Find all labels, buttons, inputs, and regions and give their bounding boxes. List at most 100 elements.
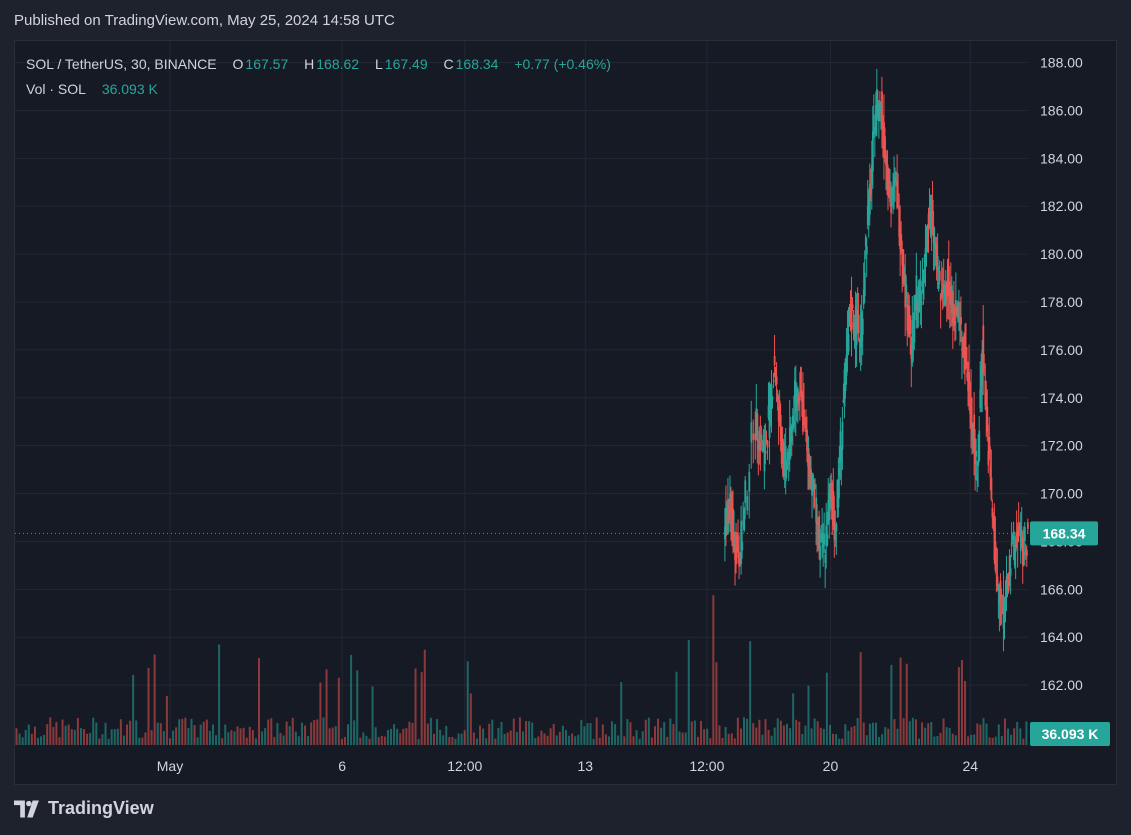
volume-bar <box>162 731 165 745</box>
volume-bar <box>347 724 350 745</box>
volume-bar <box>469 693 472 745</box>
volume-bar <box>288 726 291 745</box>
volume-bar <box>383 736 386 745</box>
volume-bar <box>297 736 300 745</box>
candle-body <box>855 312 858 346</box>
candle-body <box>955 300 957 316</box>
price-badge-label: 168.34 <box>1043 525 1086 541</box>
candle-body <box>869 187 872 195</box>
volume-bar <box>543 733 546 745</box>
candle-body <box>900 234 903 253</box>
candle-body <box>911 320 914 364</box>
candle-body <box>995 573 998 576</box>
candle-body <box>925 229 928 246</box>
x-tick-label: 6 <box>338 758 346 774</box>
low-label: L <box>374 56 383 72</box>
candle-body <box>870 165 873 186</box>
high-value: 168.62 <box>316 56 360 72</box>
volume-bar <box>254 738 257 745</box>
candle-body <box>960 317 962 325</box>
volume-bar <box>528 721 531 745</box>
candle-body <box>818 516 821 548</box>
x-tick-label: 20 <box>823 758 839 774</box>
chart-area[interactable] <box>14 40 1117 785</box>
candle-body <box>858 339 861 343</box>
volume-bar <box>168 738 171 745</box>
candle-body <box>840 446 843 462</box>
candle-body <box>990 477 993 500</box>
candle-body <box>994 541 997 571</box>
volume-bar <box>822 728 825 745</box>
volume-label[interactable]: Vol · SOL <box>26 81 86 97</box>
volume-bar <box>359 737 362 745</box>
volume-bar <box>95 722 98 745</box>
volume-bar <box>1025 721 1028 745</box>
candle-body <box>784 446 787 481</box>
volume-bar <box>865 735 868 745</box>
candle-body <box>906 304 909 331</box>
volume-bar <box>589 723 592 745</box>
volume-bar <box>475 738 478 745</box>
volume-bar <box>420 672 423 745</box>
volume-badge-label: 36.093 K <box>1042 726 1099 742</box>
volume-bar <box>970 734 973 745</box>
candle-body <box>997 585 1000 591</box>
candle-body <box>1025 550 1028 556</box>
candle-body <box>881 91 883 128</box>
volume-bar <box>770 735 773 745</box>
candle-body <box>774 372 777 383</box>
volume-bar <box>368 738 371 745</box>
volume-bar <box>411 722 414 745</box>
volume-bar <box>55 721 58 745</box>
volume-bar <box>494 738 497 745</box>
candle-body <box>936 256 939 272</box>
candle-body <box>908 305 911 337</box>
volume-bar <box>629 722 632 745</box>
volume-bar <box>595 717 598 745</box>
volume-bar <box>792 693 795 745</box>
symbol-label[interactable]: SOL / TetherUS, 30, BINANCE <box>26 56 217 72</box>
volume-bar <box>853 725 856 745</box>
y-tick-label: 166.00 <box>1040 581 1083 597</box>
y-tick-label: 170.00 <box>1040 486 1083 502</box>
candle-body <box>864 236 867 246</box>
volume-bar <box>835 734 838 745</box>
candle-body <box>823 533 826 546</box>
candle-body <box>947 265 950 297</box>
candle-body <box>924 247 927 267</box>
tradingview-logo[interactable]: TradingView <box>14 798 154 819</box>
candle-body <box>799 398 801 401</box>
volume-bar <box>377 737 380 745</box>
candle-body <box>848 312 851 324</box>
volume-bar <box>945 727 948 745</box>
volume-bar <box>973 734 976 745</box>
volume-bar <box>546 735 549 745</box>
volume-bar <box>586 723 589 745</box>
candle-body <box>1009 568 1012 576</box>
candle-body <box>1018 523 1021 528</box>
volume-bar <box>684 732 687 745</box>
volume-bar <box>828 725 831 745</box>
volume-bar <box>703 729 706 745</box>
y-tick-label: 174.00 <box>1040 390 1083 406</box>
volume-bar <box>736 717 739 745</box>
candle-body <box>1016 530 1019 542</box>
candle-body <box>786 452 789 460</box>
volume-bar <box>868 723 871 745</box>
candle-body <box>744 480 747 503</box>
candle-body <box>921 279 924 287</box>
volume-bar <box>911 717 914 745</box>
volume-bar <box>611 721 614 745</box>
candle-body <box>811 478 814 496</box>
volume-bar <box>331 727 334 745</box>
volume-bar <box>178 719 181 745</box>
candle-body <box>1000 604 1003 606</box>
candle-body <box>1024 547 1027 555</box>
candle-body <box>878 103 880 122</box>
volume-bar <box>126 724 129 745</box>
candle-body <box>851 304 854 309</box>
volume-bar <box>319 682 322 745</box>
volume-bar <box>617 735 620 745</box>
candle-body <box>935 243 938 270</box>
